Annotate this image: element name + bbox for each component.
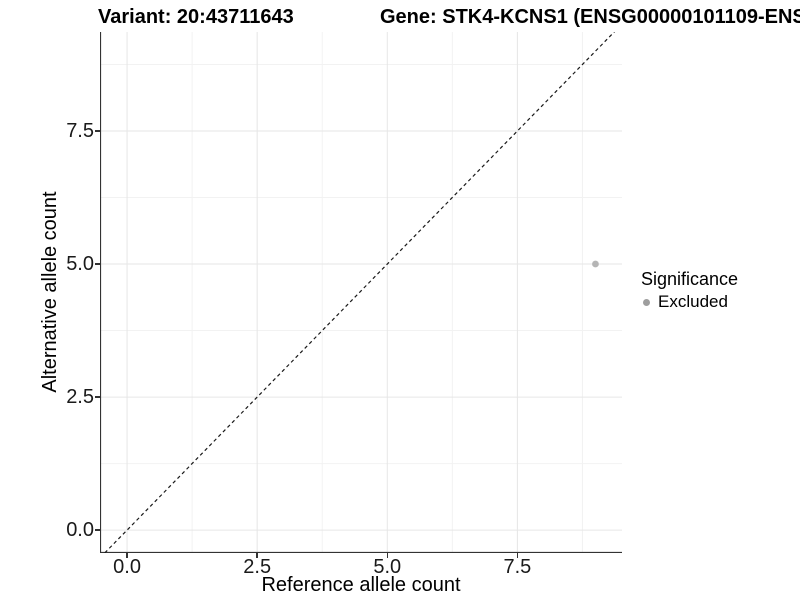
gene-title: Gene: STK4-KCNS1 (ENSG00000101109-ENS (380, 6, 800, 28)
y-axis-tick-label: 0.0 (66, 519, 94, 542)
y-axis-tick-label: 5.0 (66, 253, 94, 276)
legend-entry-label: Excluded (658, 292, 728, 311)
x-axis-title: Reference allele count (261, 574, 461, 596)
y-axis-tick (95, 396, 100, 398)
legend-title: Significance (641, 269, 739, 289)
x-axis-tick-label: 5.0 (373, 556, 402, 578)
y-axis-tick-label: 7.5 (66, 119, 94, 142)
legend-entry-excluded: Excluded (641, 292, 738, 312)
x-axis-tick (256, 553, 258, 558)
y-axis-tick (95, 130, 100, 132)
y-axis-tick (95, 263, 100, 265)
legend: Significance Excluded (641, 269, 738, 312)
x-axis-tick-label: 2.5 (243, 556, 272, 578)
y-axis-tick (95, 529, 100, 531)
x-axis-tick-label: 0.0 (113, 556, 141, 578)
x-axis-tick (386, 553, 389, 558)
identity-dashed-line (103, 32, 616, 553)
y-axis-tick-label: 2.5 (66, 386, 94, 409)
x-axis-tick-label: 7.5 (503, 556, 532, 578)
legend-key-point-icon (643, 298, 650, 306)
variant-title: Variant: 20:43711643 (98, 6, 294, 28)
data-point (592, 260, 599, 268)
plot-panel (100, 32, 622, 553)
y-axis-title: Alternative allele count (39, 191, 61, 393)
x-axis-tick (126, 553, 128, 558)
x-axis-tick (516, 553, 519, 558)
